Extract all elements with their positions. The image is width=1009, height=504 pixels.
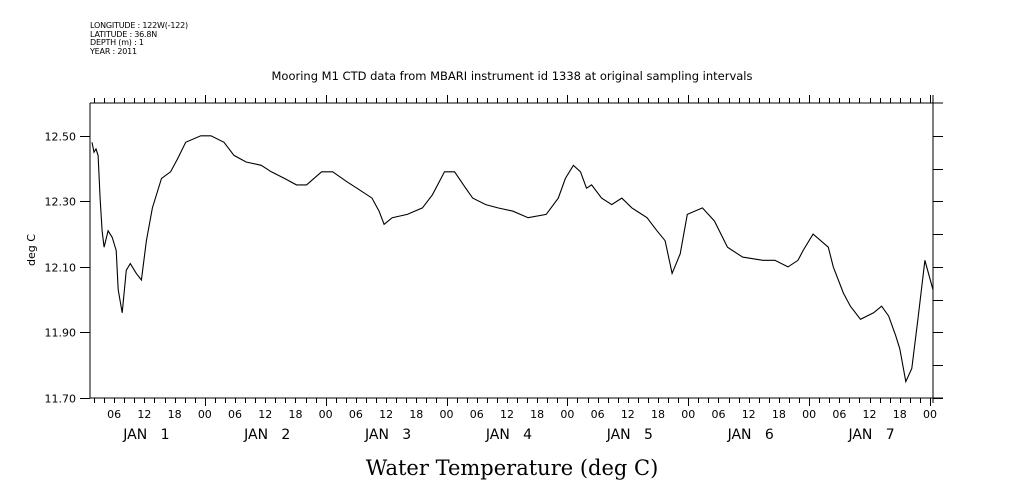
- x-day-label: JAN 2: [243, 427, 290, 443]
- x-tick-label: 00: [923, 408, 937, 421]
- axes-group: [89, 95, 943, 403]
- x-tick-label: 06: [228, 408, 242, 421]
- metadata-longitude: LONGITUDE : 122W(-122): [90, 21, 188, 30]
- x-tick-label: 18: [409, 408, 423, 421]
- tick-labels-group: 11.70 11.90 12.10 12.30 12.50 06 12 18 00 06 12 18 0…: [45, 131, 937, 444]
- x-day-label: JAN 6: [727, 427, 774, 443]
- x-day-label: JAN 4: [485, 427, 532, 443]
- metadata-latitude: LATITUDE : 36.8N: [90, 29, 158, 39]
- x-day-label: JAN 3: [364, 427, 411, 443]
- x-tick-label: 06: [711, 408, 725, 421]
- x-tick-label: 18: [772, 408, 786, 421]
- x-day-label: JAN 5: [606, 427, 653, 443]
- x-tick-label: 00: [560, 408, 574, 421]
- x-tick-label: 18: [651, 408, 665, 421]
- x-day-label: JAN 7: [847, 427, 894, 443]
- bottom-variable-label: Water Temperature (deg C): [366, 456, 659, 480]
- x-tick-label: 00: [198, 408, 212, 421]
- x-tick-label: 06: [470, 408, 484, 421]
- x-tick-label: 12: [500, 408, 514, 421]
- x-tick-label: 12: [742, 408, 756, 421]
- x-tick-label: 00: [802, 408, 816, 421]
- x-tick-label: 06: [349, 408, 363, 421]
- y-tick-label: 11.70: [45, 393, 77, 406]
- x-tick-label: 12: [379, 408, 393, 421]
- y-tick-label: 12.50: [45, 131, 77, 144]
- x-tick-label: 06: [832, 408, 846, 421]
- metadata-depth: DEPTH (m) : 1: [90, 38, 144, 47]
- series-line-water-temperature: [91, 135, 934, 384]
- y-axis-label: deg C: [25, 234, 38, 266]
- x-tick-label: 12: [258, 408, 272, 421]
- y-tick-label: 12.10: [45, 262, 77, 275]
- metadata-block: LONGITUDE : 122W(-122) LATITUDE : 36.8N …: [90, 21, 188, 56]
- x-tick-label: 00: [319, 408, 333, 421]
- chart-title: Mooring M1 CTD data from MBARI instrumen…: [272, 69, 753, 83]
- x-tick-label: 00: [440, 408, 454, 421]
- x-tick-label: 18: [530, 408, 544, 421]
- plot-area: [91, 135, 934, 384]
- x-tick-label: 06: [591, 408, 605, 421]
- x-tick-label: 18: [168, 408, 182, 421]
- x-tick-label: 12: [621, 408, 635, 421]
- y-tick-label: 12.30: [45, 196, 77, 209]
- x-tick-label: 18: [893, 408, 907, 421]
- x-tick-label: 18: [288, 408, 302, 421]
- metadata-year: YEAR : 2011: [90, 46, 137, 56]
- ticks-group: [80, 95, 943, 406]
- y-tick-label: 11.90: [45, 327, 77, 340]
- x-day-label: JAN 1: [122, 427, 169, 443]
- x-tick-label: 00: [681, 408, 695, 421]
- x-tick-label: 06: [107, 408, 121, 421]
- x-tick-label: 12: [863, 408, 877, 421]
- x-tick-label: 12: [137, 408, 151, 421]
